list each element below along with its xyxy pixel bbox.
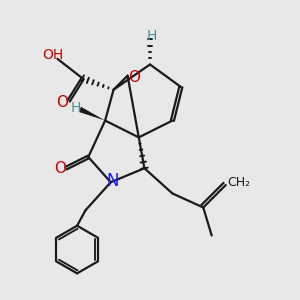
Text: O: O (128, 70, 140, 85)
Text: O: O (54, 161, 66, 176)
Text: H: H (70, 101, 81, 115)
Text: H: H (146, 29, 157, 43)
Text: OH: OH (43, 49, 64, 62)
Text: O: O (56, 95, 68, 110)
Polygon shape (79, 107, 105, 121)
Text: N: N (106, 172, 118, 190)
Text: CH₂: CH₂ (227, 176, 250, 189)
